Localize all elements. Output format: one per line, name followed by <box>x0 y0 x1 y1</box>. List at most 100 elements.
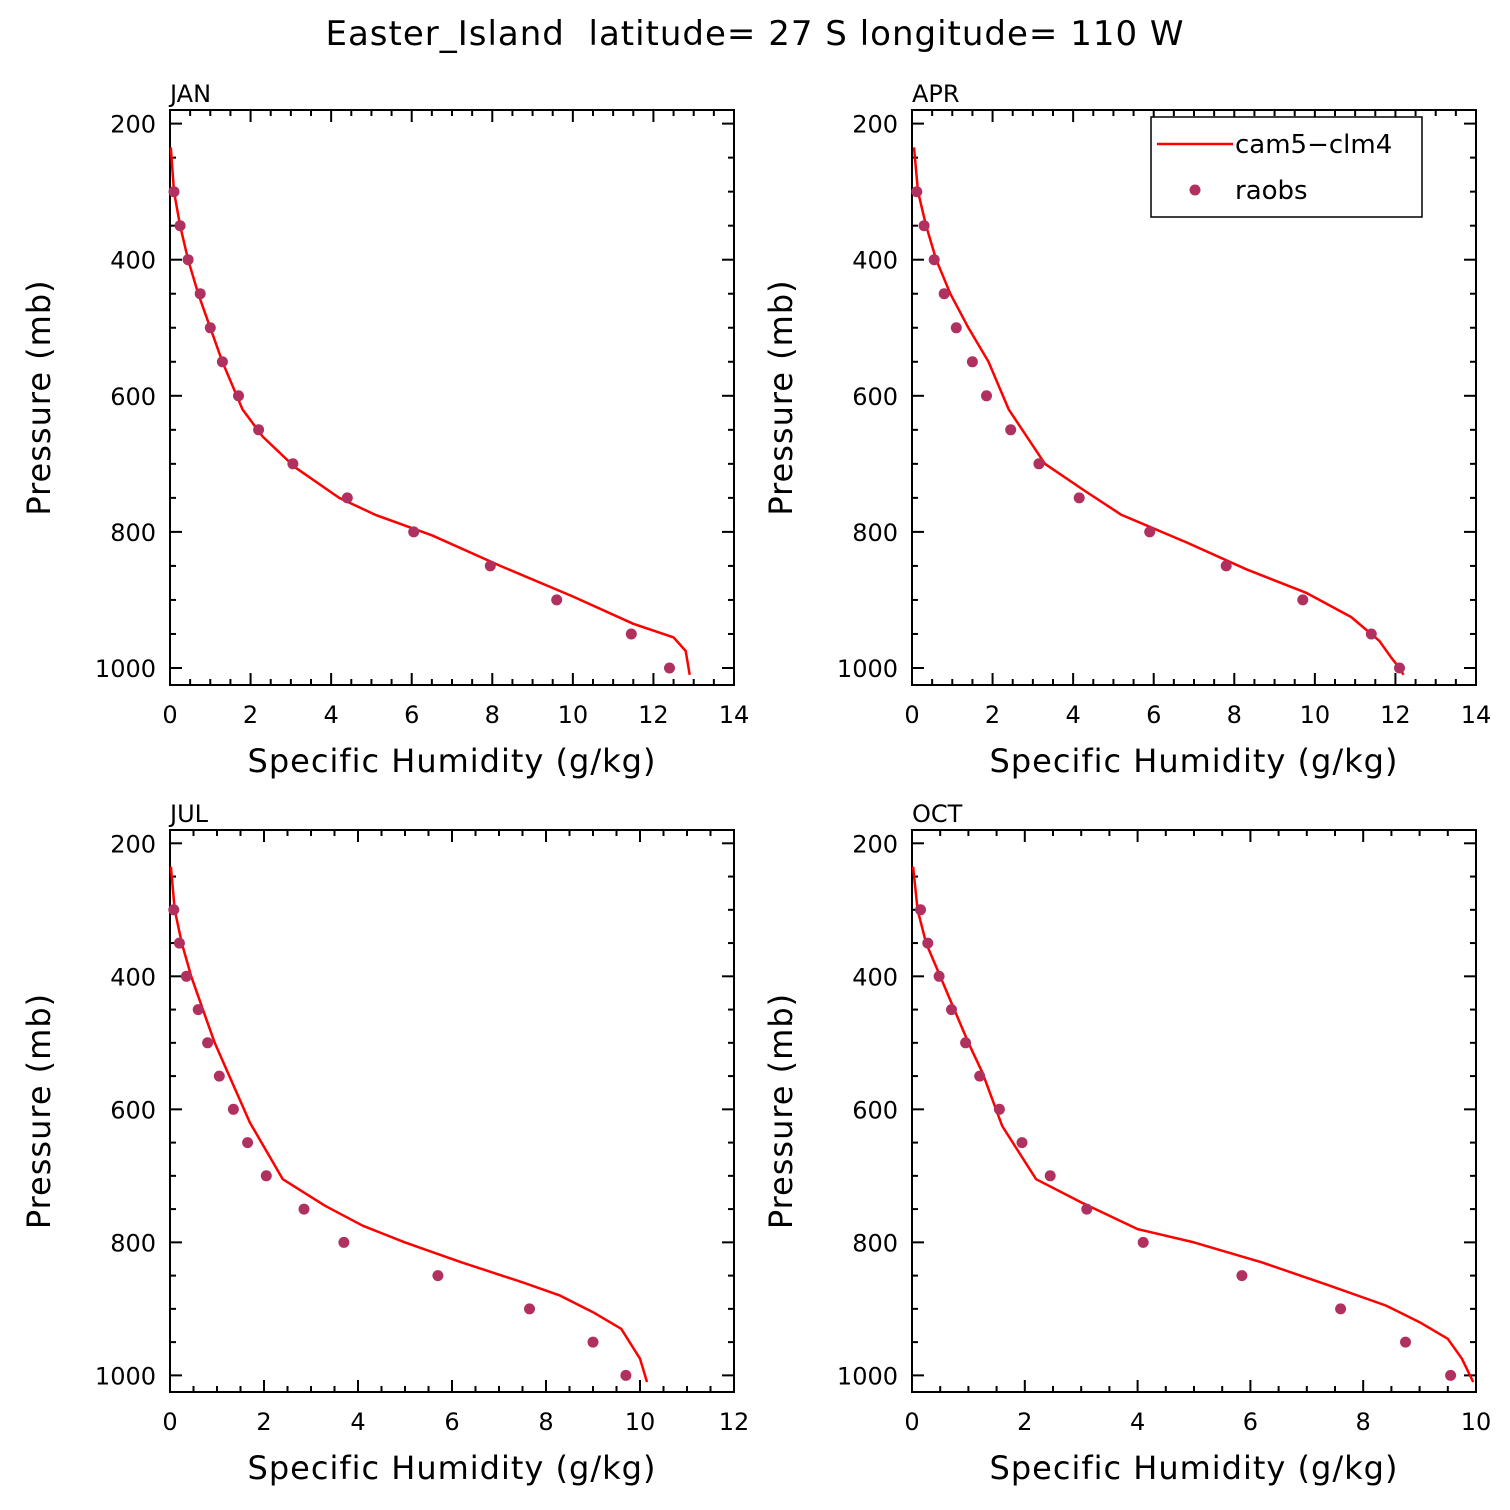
raobs-point <box>1044 1170 1056 1182</box>
raobs-point <box>298 1203 310 1215</box>
raobs-point <box>242 1137 254 1149</box>
raobs-point <box>1033 458 1045 470</box>
raobs-point <box>1220 560 1232 572</box>
raobs-point <box>551 594 563 606</box>
raobs-point <box>1365 628 1377 640</box>
x-tick-label: 6 <box>444 1408 459 1436</box>
raobs-point <box>911 186 923 198</box>
raobs-point <box>974 1070 986 1082</box>
raobs-point <box>587 1336 599 1348</box>
panel-jan: JAN 0 2 4 6 8 10 12 14 200 400 600 800 1000 Specific H… <box>20 80 749 780</box>
y-axis-label: Pressure (mb) <box>20 993 58 1229</box>
x-tick-label: 2 <box>985 701 1000 729</box>
legend-box <box>1150 116 1423 218</box>
y-tick-label: 400 <box>852 963 898 991</box>
raobs-point <box>168 186 180 198</box>
plot-frame <box>169 109 735 686</box>
panel-jul: JUL 0 2 4 6 8 10 12 200 400 600 800 1000 Specific Hum… <box>20 800 749 1487</box>
y-tick-label: 400 <box>852 247 898 275</box>
raobs-point <box>993 1103 1005 1115</box>
raobs-point <box>1137 1236 1149 1248</box>
raobs-point <box>960 1037 972 1049</box>
raobs-point <box>620 1369 632 1381</box>
raobs-point <box>173 937 185 949</box>
raobs-point <box>260 1170 272 1182</box>
x-axis-label: Specific Humidity (g/kg) <box>248 1449 657 1487</box>
x-tick-label: 4 <box>324 701 339 729</box>
raobs-point <box>1236 1270 1248 1282</box>
y-tick-label: 800 <box>852 519 898 547</box>
raobs-point <box>432 1270 444 1282</box>
x-tick-label: 8 <box>1356 1408 1371 1436</box>
raobs-point <box>915 904 926 916</box>
raobs-point <box>664 662 675 674</box>
x-tick-label: 0 <box>162 1408 177 1436</box>
x-tick-label: 4 <box>350 1408 365 1436</box>
y-tick-label: 400 <box>110 247 156 275</box>
raobs-point <box>1297 594 1309 606</box>
y-tick-label: 400 <box>110 963 156 991</box>
raobs-point <box>227 1103 239 1115</box>
raobs-point <box>1005 424 1017 436</box>
model-line <box>169 147 691 676</box>
y-tick-label: 200 <box>110 111 156 139</box>
y-tick-label: 800 <box>110 1229 156 1257</box>
x-tick-label: 6 <box>1146 701 1161 729</box>
y-tick-label: 200 <box>852 111 898 139</box>
y-tick-label: 200 <box>852 830 898 858</box>
panel-label: OCT <box>912 800 963 828</box>
x-tick-label: 12 <box>719 1408 750 1436</box>
panel-label: JAN <box>168 80 211 108</box>
y-tick-label: 600 <box>110 1096 156 1124</box>
raobs-point <box>981 390 992 402</box>
raobs-point <box>1400 1336 1411 1348</box>
x-tick-label: 12 <box>1380 701 1411 729</box>
raobs-point <box>174 220 186 232</box>
raobs-point <box>524 1303 535 1315</box>
x-tick-label: 12 <box>638 701 669 729</box>
raobs-point <box>1073 492 1085 504</box>
y-tick-label: 1000 <box>837 1362 898 1390</box>
x-tick-label: 0 <box>904 1408 919 1436</box>
raobs-point <box>168 904 180 916</box>
raobs-point <box>180 970 192 982</box>
legend-label-obs: raobs <box>1235 176 1308 206</box>
raobs-point <box>216 356 228 368</box>
raobs-point <box>966 356 978 368</box>
raobs-point <box>1445 1369 1457 1381</box>
y-axis-label: Pressure (mb) <box>20 279 58 515</box>
x-tick-label: 2 <box>243 701 258 729</box>
x-tick-label: 10 <box>558 701 589 729</box>
raobs-point <box>1144 526 1156 538</box>
x-axis-label: Specific Humidity (g/kg) <box>248 742 657 780</box>
x-axis-label: Specific Humidity (g/kg) <box>990 1449 1399 1487</box>
raobs-point <box>484 560 496 572</box>
raobs-point <box>625 628 637 640</box>
raobs-point <box>938 288 950 300</box>
x-tick-label: 14 <box>719 701 750 729</box>
x-tick-label: 8 <box>485 701 500 729</box>
raobs-point <box>204 322 216 334</box>
y-tick-label: 600 <box>110 383 156 411</box>
x-tick-label: 8 <box>538 1408 553 1436</box>
raobs-point <box>192 1004 204 1016</box>
legend: cam5−clm4 raobs <box>1150 116 1423 218</box>
raobs-point <box>1081 1203 1093 1215</box>
y-axis-label: Pressure (mb) <box>762 279 800 515</box>
x-tick-label: 6 <box>404 701 419 729</box>
y-tick-label: 600 <box>852 1096 898 1124</box>
raobs-point <box>408 526 420 538</box>
y-tick-label: 1000 <box>95 1362 156 1390</box>
raobs-point <box>922 937 934 949</box>
raobs-point <box>182 254 194 266</box>
legend-label-model: cam5−clm4 <box>1235 130 1392 160</box>
raobs-point <box>928 254 940 266</box>
x-tick-label: 10 <box>1461 1408 1492 1436</box>
x-tick-label: 4 <box>1066 701 1081 729</box>
model-line <box>169 866 649 1383</box>
figure-title: Easter_Island latitude= 27 S longitude= … <box>325 14 1184 54</box>
y-tick-label: 1000 <box>95 655 156 683</box>
panel-apr: APR 0 2 4 6 8 10 12 14 200 400 600 800 1000 Specific H… <box>762 80 1491 780</box>
x-axis-label: Specific Humidity (g/kg) <box>990 742 1399 780</box>
